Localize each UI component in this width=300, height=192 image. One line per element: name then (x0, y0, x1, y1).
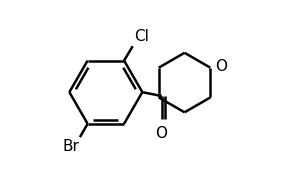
Text: Cl: Cl (134, 29, 148, 44)
Text: O: O (215, 59, 227, 74)
Text: O: O (155, 126, 167, 141)
Text: Br: Br (62, 139, 79, 154)
